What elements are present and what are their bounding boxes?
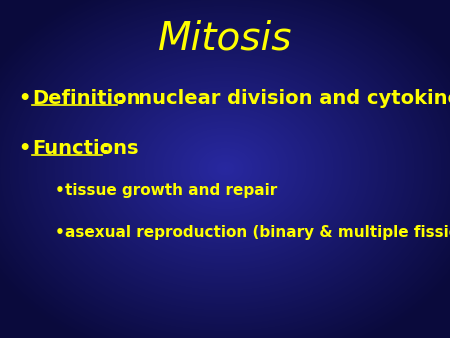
Text: •: • [55, 225, 65, 241]
Text: :  nuclear division and cytokinesis: : nuclear division and cytokinesis [117, 89, 450, 107]
Text: •: • [18, 139, 31, 158]
Text: tissue growth and repair: tissue growth and repair [65, 183, 277, 197]
Text: Functions: Functions [32, 139, 139, 158]
Text: Mitosis: Mitosis [158, 19, 292, 57]
Text: •: • [55, 183, 65, 197]
Text: :: : [102, 139, 110, 158]
Text: Definition: Definition [32, 89, 140, 107]
Text: asexual reproduction (binary & multiple fission): asexual reproduction (binary & multiple … [65, 225, 450, 241]
Text: •: • [18, 89, 31, 107]
